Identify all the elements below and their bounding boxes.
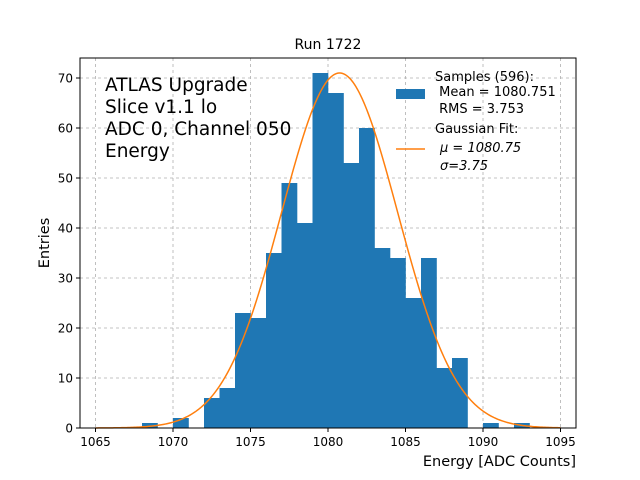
- legend-hist-line: Samples (596):: [435, 70, 534, 85]
- annotation-block: ATLAS Upgrade Slice v1.1 lo ADC 0, Chann…: [105, 75, 291, 162]
- histogram-bars: [142, 73, 530, 428]
- histogram-bar: [297, 223, 313, 428]
- y-tick-label: 60: [58, 122, 73, 136]
- legend: Samples (596): Mean = 1080.751 RMS = 3.7…: [396, 70, 556, 174]
- legend-fit-line: σ=3.75: [440, 159, 488, 174]
- chart-title: Run 1722: [295, 37, 362, 53]
- histogram-bar: [281, 183, 298, 428]
- y-tick-label: 70: [58, 72, 73, 86]
- annotation-line: ATLAS Upgrade: [105, 75, 248, 96]
- histogram-bar: [359, 128, 375, 428]
- legend-hist-line: RMS = 3.753: [435, 102, 524, 117]
- histogram-bar: [436, 368, 453, 428]
- histogram-bar: [452, 358, 468, 428]
- annotation-line: Slice v1.1 lo: [105, 97, 217, 118]
- legend-fit-line: Gaussian Fit:: [435, 122, 518, 137]
- y-tick-label: 40: [58, 222, 73, 236]
- y-axis-ticks: 0 10 20 30 40 50 60 70: [58, 72, 80, 436]
- legend-hist-line: Mean = 1080.751: [435, 85, 556, 100]
- gaussian-fit-curve: [95, 72, 561, 429]
- histogram-bar: [142, 423, 158, 428]
- histogram-bar: [235, 313, 251, 428]
- y-axis-label: Entries: [37, 218, 53, 269]
- gaussian-fit: [95, 72, 561, 429]
- histogram-bar: [312, 73, 329, 428]
- histogram-bar: [219, 388, 236, 428]
- histogram-bar: [266, 253, 282, 428]
- histogram-bar: [405, 298, 422, 428]
- legend-hist-swatch: [396, 89, 425, 99]
- histogram-bar: [421, 258, 437, 428]
- x-axis-ticks: 1065 1070 1075 1080 1085 1090 1095: [80, 428, 576, 449]
- y-tick-label: 30: [58, 272, 73, 286]
- x-tick-label: 1080: [313, 435, 344, 449]
- histogram-bar: [250, 318, 267, 428]
- x-tick-label: 1065: [80, 435, 111, 449]
- x-tick-label: 1070: [158, 435, 189, 449]
- x-tick-label: 1095: [545, 435, 576, 449]
- y-tick-label: 50: [58, 172, 73, 186]
- annotation-line: ADC 0, Channel 050: [105, 119, 291, 140]
- histogram-bar: [343, 163, 360, 428]
- histogram-bar: [390, 258, 406, 428]
- x-tick-label: 1075: [235, 435, 266, 449]
- y-tick-label: 10: [58, 372, 73, 386]
- x-axis-label: Energy [ADC Counts]: [423, 454, 576, 470]
- y-tick-label: 20: [58, 322, 73, 336]
- x-tick-label: 1090: [468, 435, 499, 449]
- annotation-line: Energy: [105, 141, 170, 162]
- histogram-bar: [204, 398, 220, 428]
- histogram-bar: [374, 248, 391, 428]
- histogram-bar: [328, 93, 344, 428]
- histogram-bar: [483, 423, 499, 428]
- legend-fit-line: μ = 1080.75: [439, 141, 521, 156]
- histogram-bar: [173, 418, 189, 428]
- y-tick-label: 0: [65, 422, 73, 436]
- x-tick-label: 1085: [390, 435, 421, 449]
